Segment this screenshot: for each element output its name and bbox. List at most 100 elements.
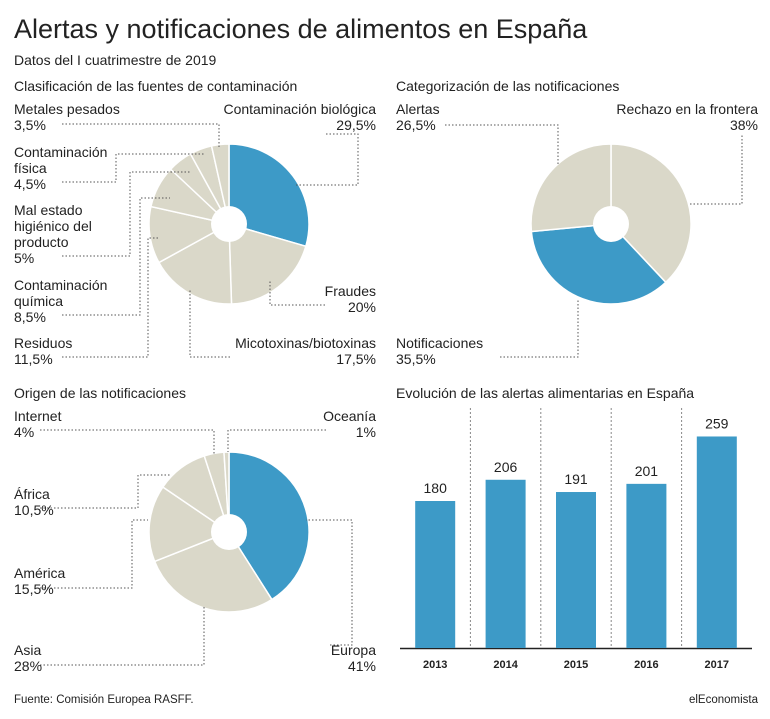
label-biologica-name: Contaminación biológica	[223, 101, 376, 117]
label-africa-name: África	[14, 486, 50, 502]
label-fisica-name: Contaminación física	[14, 144, 108, 176]
chart-title-origen: Origen de las notificaciones	[14, 385, 186, 401]
label-europa-name: Europa	[330, 642, 376, 658]
chart-title-contaminacion: Clasificación de las fuentes de contamin…	[14, 78, 298, 94]
label-africa-value: 10,5%	[14, 502, 54, 518]
label-asia: Asia 28%	[14, 642, 42, 674]
bar-category-label: 2017	[705, 659, 729, 671]
label-fraudes: Fraudes 20%	[325, 283, 376, 315]
pie-slice-micotoxinas-biotoxinas	[157, 222, 233, 305]
label-metales-name: Metales pesados	[14, 101, 120, 117]
label-europa-value: 41%	[347, 658, 376, 674]
bar-2016	[626, 483, 667, 648]
pie-slice-america	[148, 485, 231, 563]
leader-europa	[306, 519, 353, 646]
label-america: América 15,5%	[14, 565, 65, 597]
bar-category-label: 2013	[423, 659, 447, 671]
leader-lines	[40, 123, 743, 666]
pie-hole	[211, 514, 247, 550]
bar-2014	[485, 479, 526, 648]
leader-oceania	[227, 429, 326, 452]
label-america-value: 15,5%	[14, 581, 54, 597]
bar-2017	[696, 436, 737, 648]
bar-category-label: 2016	[634, 659, 658, 671]
label-europa: Europa 41%	[331, 642, 376, 674]
label-oceania-name: Oceanía	[323, 408, 376, 424]
label-higienico-name: Mal estado higiénico del producto	[14, 202, 92, 250]
leader-africa	[40, 474, 170, 509]
label-biologica: Contaminación biológica 29,5%	[223, 101, 376, 133]
pie-slice-rechazo-en-la-frontera	[610, 143, 692, 284]
label-micotoxinas: Micotoxinas/biotoxinas 17,5%	[235, 335, 376, 367]
label-micotoxinas-name: Micotoxinas/biotoxinas	[235, 335, 376, 351]
pie-slice-notificaciones	[530, 223, 667, 305]
label-higienico: Mal estado higiénico del producto 5%	[14, 202, 119, 266]
label-notificaciones-value: 35,5%	[396, 351, 436, 367]
pie-origen	[148, 451, 310, 613]
leader-notificaciones	[500, 300, 579, 358]
label-alertas-name: Alertas	[396, 101, 440, 117]
label-internet-value: 4%	[14, 424, 35, 440]
leader-residuos	[62, 237, 158, 358]
label-internet-name: Internet	[14, 408, 62, 424]
label-asia-name: Asia	[14, 642, 42, 658]
leader-alertas	[445, 124, 559, 165]
bar-value-label: 206	[494, 459, 518, 475]
pie-slice-alertas	[530, 143, 612, 233]
label-higienico-value: 5%	[14, 250, 35, 266]
label-quimica-value: 8,5%	[14, 309, 46, 325]
pie-hole	[593, 206, 629, 242]
leader-micotoxinas	[189, 290, 230, 358]
leader-rechazo	[690, 134, 743, 205]
bar-value-label: 191	[564, 471, 588, 487]
bar-value-label: 201	[635, 463, 659, 479]
label-fisica-value: 4,5%	[14, 176, 46, 192]
leader-biologica	[296, 133, 359, 186]
label-alertas-value: 26,5%	[396, 117, 436, 133]
label-quimica: Contaminación química 8,5%	[14, 277, 124, 325]
pie-categorizacion	[530, 143, 692, 305]
chart-title-evolucion: Evolución de las alertas alimentarias en…	[396, 385, 695, 401]
bar-chart-alertas: 180 2013 206 2014 191 2015 201 2016 259 2017	[400, 408, 752, 671]
bar-value-label: 259	[705, 415, 729, 431]
leader-fraudes	[269, 280, 325, 306]
pie-slice-fraudes	[228, 222, 307, 305]
leader-quimica	[62, 197, 170, 316]
leader-america	[40, 519, 148, 589]
label-notificaciones-name: Notificaciones	[396, 335, 484, 351]
label-metales-value: 3,5%	[14, 117, 46, 133]
pie-contaminacion	[148, 143, 310, 305]
label-oceania-value: 1%	[355, 424, 376, 440]
pie-slice-contaminacion-biologica	[228, 143, 310, 248]
label-rechazo-name: Rechazo en la frontera	[616, 101, 758, 117]
page-title: Alertas y notificaciones de alimentos en…	[14, 14, 588, 44]
leader-higienico	[62, 171, 190, 257]
label-fraudes-value: 20%	[347, 299, 376, 315]
bar-category-label: 2015	[564, 659, 588, 671]
source-note: Fuente: Comisión Europea RASFF.	[14, 694, 194, 706]
label-notificaciones: Notificaciones 35,5%	[396, 335, 483, 367]
label-alertas: Alertas 26,5%	[396, 101, 440, 133]
label-africa: África 10,5%	[14, 486, 54, 518]
label-fisica: Contaminación física 4,5%	[14, 144, 124, 192]
label-biologica-value: 29,5%	[336, 117, 376, 133]
leader-asia	[40, 606, 205, 666]
brand-logo: elEconomista	[688, 694, 758, 706]
label-micotoxinas-value: 17,5%	[336, 351, 376, 367]
pie-slice-metales-pesados	[210, 143, 230, 225]
label-metales: Metales pesados 3,5%	[14, 101, 120, 133]
bar-2013	[415, 501, 456, 648]
bar-value-label: 180	[424, 480, 448, 496]
bar-2015	[556, 492, 596, 648]
label-residuos-value: 11,5%	[14, 351, 53, 367]
label-rechazo-value: 38%	[729, 117, 758, 133]
page-subtitle: Datos del I cuatrimestre de 2019	[14, 52, 217, 68]
chart-title-categorizacion: Categorización de las notificaciones	[396, 78, 620, 94]
label-residuos: Residuos 11,5%	[14, 335, 72, 367]
leader-internet	[40, 429, 215, 455]
label-fraudes-name: Fraudes	[324, 283, 376, 299]
label-residuos-name: Residuos	[14, 335, 73, 351]
leader-fisica	[62, 153, 205, 183]
label-quimica-name: Contaminación química	[14, 277, 108, 309]
